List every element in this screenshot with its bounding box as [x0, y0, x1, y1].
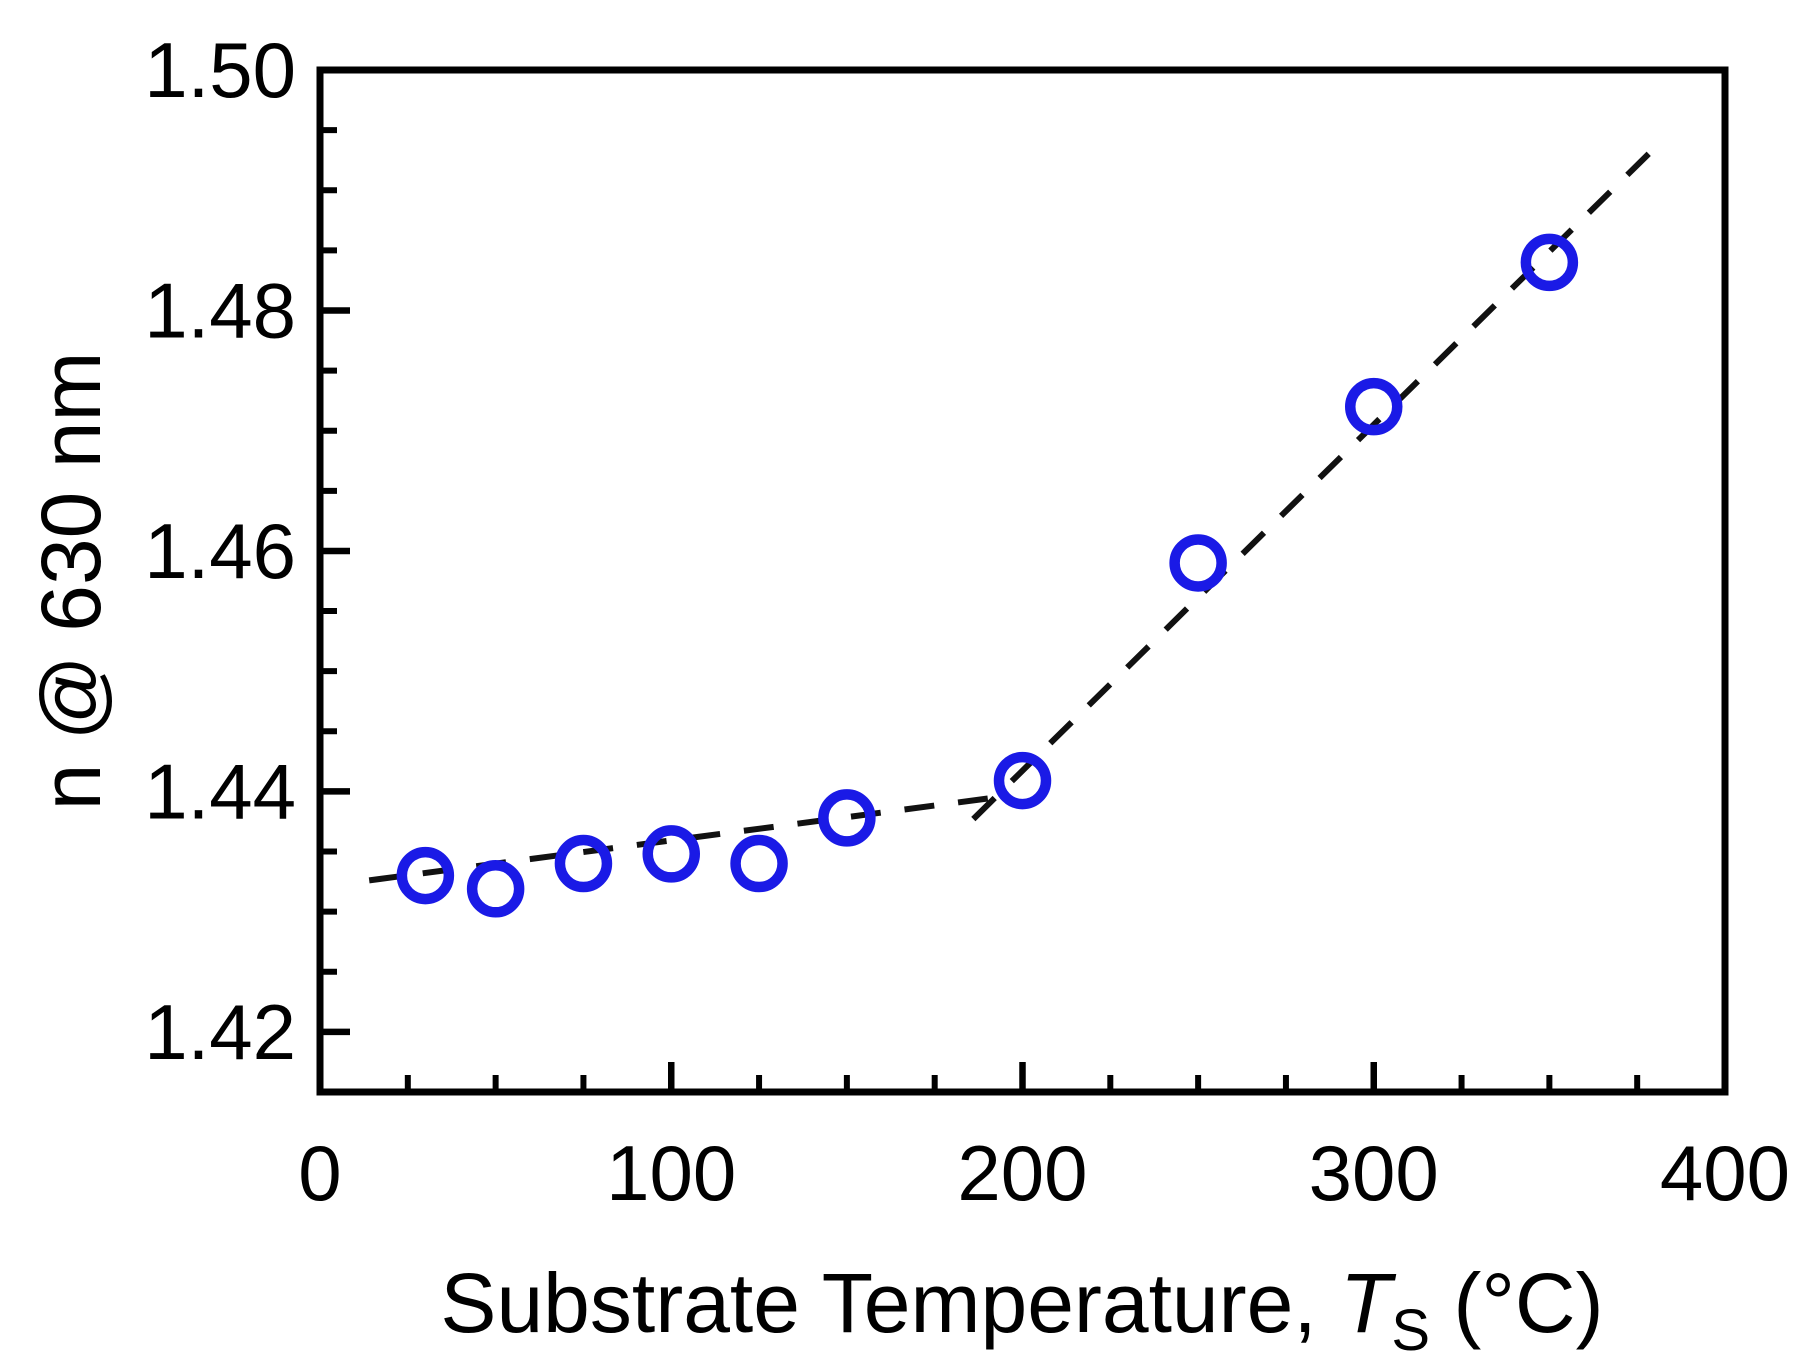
y-tick-label: 1.44 [144, 747, 296, 835]
x-axis-title-prefix: Substrate Temperature, [440, 1256, 1340, 1350]
tick-labels: 0 100 200 300 400 1.42 1.44 1.46 1.48 1.50 [144, 26, 1790, 1217]
trend-lines [368, 138, 1664, 884]
y-axis-title: n @ 630 nm [24, 352, 118, 811]
x-axis-title-subscript: S [1391, 1298, 1430, 1363]
x-axis-title-suffix: (°C) [1430, 1256, 1604, 1350]
y-tick-label: 1.50 [144, 26, 296, 114]
data-point [642, 825, 700, 883]
data-point [730, 834, 788, 893]
data-point [993, 751, 1052, 810]
y-tick-label: 1.42 [144, 988, 296, 1076]
x-tick-label: 100 [606, 1129, 736, 1217]
data-point [396, 846, 455, 905]
y-tick-label: 1.48 [144, 266, 296, 354]
y-tick-label: 1.46 [144, 507, 296, 595]
data-point [554, 834, 613, 893]
data-point [1345, 377, 1403, 436]
x-axis-title: Substrate Temperature, TS (°C) [440, 1256, 1603, 1363]
data-point [818, 789, 876, 847]
data-point [1169, 534, 1227, 592]
data-points [396, 233, 1579, 918]
data-point [1520, 233, 1579, 292]
x-tick-label: 300 [1309, 1129, 1439, 1217]
axis-ticks [320, 127, 1641, 1092]
x-axis-title-symbol: T [1340, 1256, 1397, 1350]
x-tick-label: 400 [1660, 1129, 1790, 1217]
plot-border [316, 66, 1729, 1096]
data-point [466, 860, 525, 918]
x-tick-label: 200 [957, 1129, 1087, 1217]
x-tick-label: 0 [298, 1129, 341, 1217]
